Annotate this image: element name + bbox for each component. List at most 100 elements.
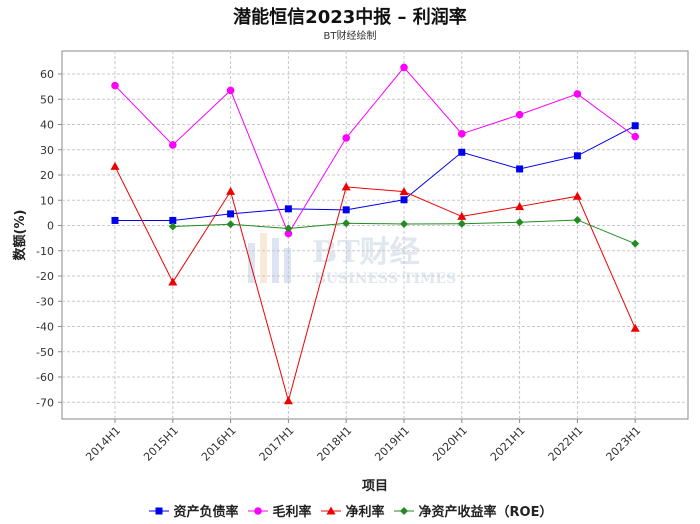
x-tick-label: 2019H1 [372, 424, 412, 464]
data-point [169, 141, 177, 149]
x-tick-label: 2015H1 [141, 424, 181, 464]
legend-item[interactable]: 资产负债率 [148, 501, 239, 520]
y-tick-label: 10 [40, 194, 54, 207]
data-point [226, 86, 235, 95]
x-tick-label: 2023H1 [604, 424, 644, 464]
watermark-logo-bar-1 [248, 243, 255, 283]
chart-title: 潜能恒信2023中报 – 利润率 [233, 7, 467, 28]
data-point [573, 90, 582, 98]
legend-item[interactable]: 毛利率 [247, 501, 312, 520]
y-tick-label: 60 [40, 68, 54, 81]
x-tick-label: 2021H1 [488, 424, 528, 464]
watermark-logo-bar-3 [272, 238, 279, 283]
legend-marker [399, 506, 408, 515]
x-axis-label: 项目 [362, 479, 388, 494]
y-tick-label: -20 [36, 270, 54, 283]
data-point [458, 130, 466, 138]
y-tick-label: -60 [36, 371, 54, 384]
data-point [341, 182, 351, 191]
y-tick-label: -50 [36, 346, 54, 359]
y-tick-label: 40 [40, 119, 54, 132]
x-axis: 2014H1 2015H1 2016H1 2017H1 2018H1 2019H1 2020… [83, 419, 643, 464]
data-point [342, 206, 350, 214]
data-point [572, 191, 582, 200]
data-point [400, 196, 408, 204]
y-tick-label: 20 [40, 169, 54, 182]
legend: 资产负债率 毛利率 净利率 净资产收益率（ROE） [0, 501, 700, 520]
chart-subtitle: BT财经绘制 [323, 31, 377, 42]
data-point [515, 110, 524, 119]
series-group [110, 63, 640, 405]
legend-swatch [247, 506, 268, 515]
series-3 [168, 215, 640, 248]
watermark-logo-bar-4 [284, 248, 291, 283]
legend-marker [155, 507, 162, 514]
data-point [399, 187, 409, 196]
legend-marker [253, 506, 262, 515]
legend-swatch [393, 506, 414, 515]
watermark: BT财经 BUSINESS TIMES [248, 233, 456, 287]
data-point [284, 205, 292, 213]
data-point [283, 396, 293, 405]
data-point [400, 219, 408, 228]
series-line [114, 66, 636, 235]
data-point [169, 216, 177, 224]
y-tick-label: -10 [36, 245, 54, 258]
data-point [516, 165, 524, 173]
x-tick-label: 2022H1 [546, 424, 586, 464]
y-tick-label: -30 [36, 295, 54, 308]
grid [62, 51, 688, 419]
data-point [111, 216, 119, 224]
watermark-sub: BUSINESS TIMES [314, 271, 456, 287]
series-1 [111, 63, 639, 238]
legend-swatch [320, 506, 341, 514]
data-point [631, 122, 639, 130]
data-point [342, 219, 351, 228]
legend-label: 资产负债率 [173, 505, 239, 520]
series-line [115, 125, 636, 221]
x-tick-label: 2017H1 [257, 424, 297, 464]
legend-item[interactable]: 净资产收益率（ROE） [393, 501, 553, 520]
y-tick-label: 30 [40, 144, 54, 157]
legend-item[interactable]: 净利率 [320, 501, 385, 520]
series-0 [111, 122, 639, 224]
x-tick-label: 2018H1 [315, 424, 355, 464]
legend-marker [326, 506, 336, 514]
y-tick-label: 0 [47, 220, 54, 233]
data-point [573, 215, 582, 224]
data-point [342, 134, 351, 142]
data-point [111, 81, 119, 90]
legend-label: 净利率 [345, 505, 385, 520]
series-line [114, 166, 636, 403]
legend-swatch [148, 507, 169, 514]
data-point [573, 152, 581, 160]
data-point [284, 224, 293, 233]
data-point [630, 323, 640, 332]
y-axis: 60 50 40 30 20 10 0 -10 -20 -30 -40 -50 -60 -70 [36, 68, 62, 409]
watermark-logo-bar-2 [260, 233, 267, 283]
y-tick-label: -40 [36, 321, 54, 334]
y-tick-label: 50 [40, 93, 54, 106]
data-point [110, 161, 120, 170]
y-tick-label: -70 [36, 396, 54, 409]
data-point [227, 210, 235, 218]
legend-label: 净资产收益率（ROE） [418, 505, 553, 520]
plot-area [61, 50, 689, 420]
x-tick-label: 2020H1 [430, 424, 470, 464]
data-point [631, 132, 639, 141]
data-point [168, 222, 177, 231]
data-point [284, 229, 293, 238]
data-point [631, 239, 640, 248]
data-point [515, 218, 524, 227]
data-point [457, 219, 466, 228]
series-2 [110, 161, 640, 405]
watermark-main: BT财经 [312, 235, 420, 270]
data-point [168, 277, 178, 286]
y-axis-label: 数额(%) [12, 210, 28, 261]
data-point [457, 211, 467, 220]
data-point [458, 148, 466, 156]
x-tick-label: 2016H1 [199, 424, 239, 464]
data-point [226, 220, 235, 229]
x-tick-label: 2014H1 [83, 424, 123, 464]
